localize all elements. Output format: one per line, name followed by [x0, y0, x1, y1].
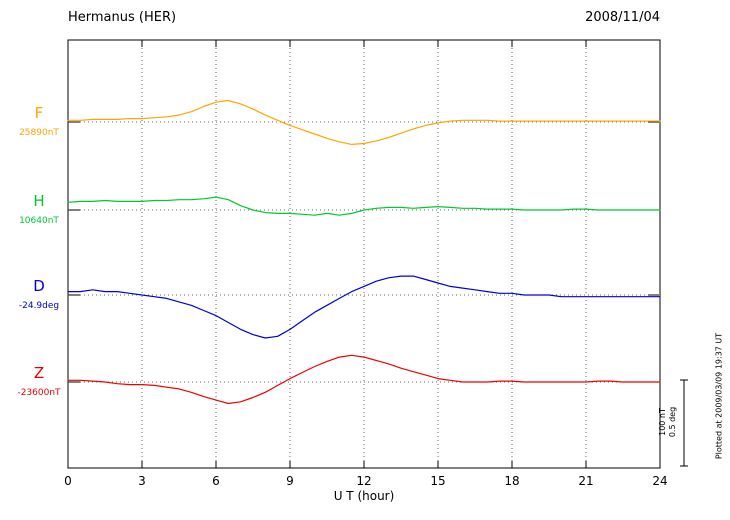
scale-bar-label: 100 nT 0.5 deg	[658, 407, 678, 437]
series-baseline-value-H: 10640nT	[19, 216, 59, 226]
plotted-at-note: Plotted at 2009/03/09 19:37 UT	[714, 332, 724, 460]
x-tick-label: 12	[356, 474, 371, 488]
x-tick-label: 3	[138, 474, 146, 488]
x-tick-label: 0	[64, 474, 72, 488]
series-baseline-value-F: 25890nT	[19, 128, 59, 138]
x-axis-title: U T (hour)	[333, 489, 395, 503]
x-tick-label: 21	[578, 474, 593, 488]
series-baseline-value-Z: -23600nT	[17, 388, 61, 398]
x-tick-label: 24	[652, 474, 667, 488]
series-letter-F: F	[35, 104, 44, 122]
trace-Z	[67, 354, 661, 405]
trace-H	[67, 196, 661, 216]
series-letter-H: H	[33, 192, 44, 210]
station-title: Hermanus (HER)	[68, 10, 177, 25]
x-tick-label: 6	[212, 474, 220, 488]
series-baseline-value-D: -24.9deg	[19, 301, 59, 311]
scale-bar-nt-label: 100 nT	[658, 408, 667, 436]
trace-F	[67, 99, 661, 145]
x-tick-label: 18	[504, 474, 519, 488]
date-label: 2008/11/04	[585, 10, 660, 25]
x-tick-label: 9	[286, 474, 294, 488]
scale-bar-deg-label: 0.5 deg	[668, 406, 677, 438]
series-letter-Z: Z	[34, 364, 44, 382]
trace-D	[67, 275, 661, 339]
series-letter-D: D	[33, 277, 45, 295]
x-tick-label: 15	[430, 474, 445, 488]
